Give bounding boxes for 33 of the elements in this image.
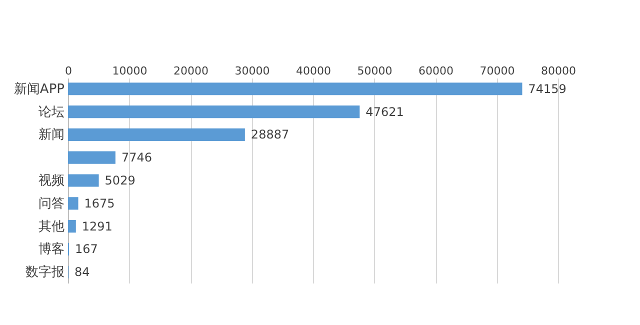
x-tick-label: 50000 <box>357 64 392 78</box>
y-tick-label: 其他 <box>38 219 64 234</box>
bar <box>68 174 99 187</box>
x-tick-label: 60000 <box>418 64 454 78</box>
x-tick-label: 20000 <box>174 64 208 78</box>
y-tick-label: 视频 <box>38 174 64 188</box>
y-tick-label: 新闻APP <box>14 82 65 97</box>
data-label: 84 <box>74 265 90 280</box>
y-tick-label: 博客 <box>38 241 64 258</box>
y-tick-label: 数字报 <box>26 264 64 280</box>
bar <box>68 105 360 118</box>
data-label: 28887 <box>250 128 290 142</box>
bar <box>68 220 76 233</box>
data-label: 74159 <box>528 82 566 96</box>
bar <box>68 197 78 210</box>
y-tick-label: 论坛 <box>38 104 64 120</box>
data-label: 1675 <box>84 196 115 210</box>
bar <box>68 128 245 141</box>
x-tick-label: 40000 <box>296 64 331 78</box>
y-tick-label: 问答 <box>38 196 64 212</box>
bar <box>68 82 522 96</box>
bar <box>68 151 116 164</box>
data-label: 167 <box>75 242 98 256</box>
data-label: 1291 <box>82 219 112 234</box>
x-tick-label: 10000 <box>112 64 148 78</box>
x-tick-label: 70000 <box>480 64 515 78</box>
x-tick-label: 0 <box>65 64 72 78</box>
y-tick-label: 新闻 <box>38 128 64 143</box>
data-label: 5029 <box>104 174 136 188</box>
data-label: 47621 <box>366 104 404 119</box>
x-tick-label: 30000 <box>234 64 270 78</box>
x-tick-label: 80000 <box>541 64 576 78</box>
data-label: 7746 <box>121 150 152 165</box>
